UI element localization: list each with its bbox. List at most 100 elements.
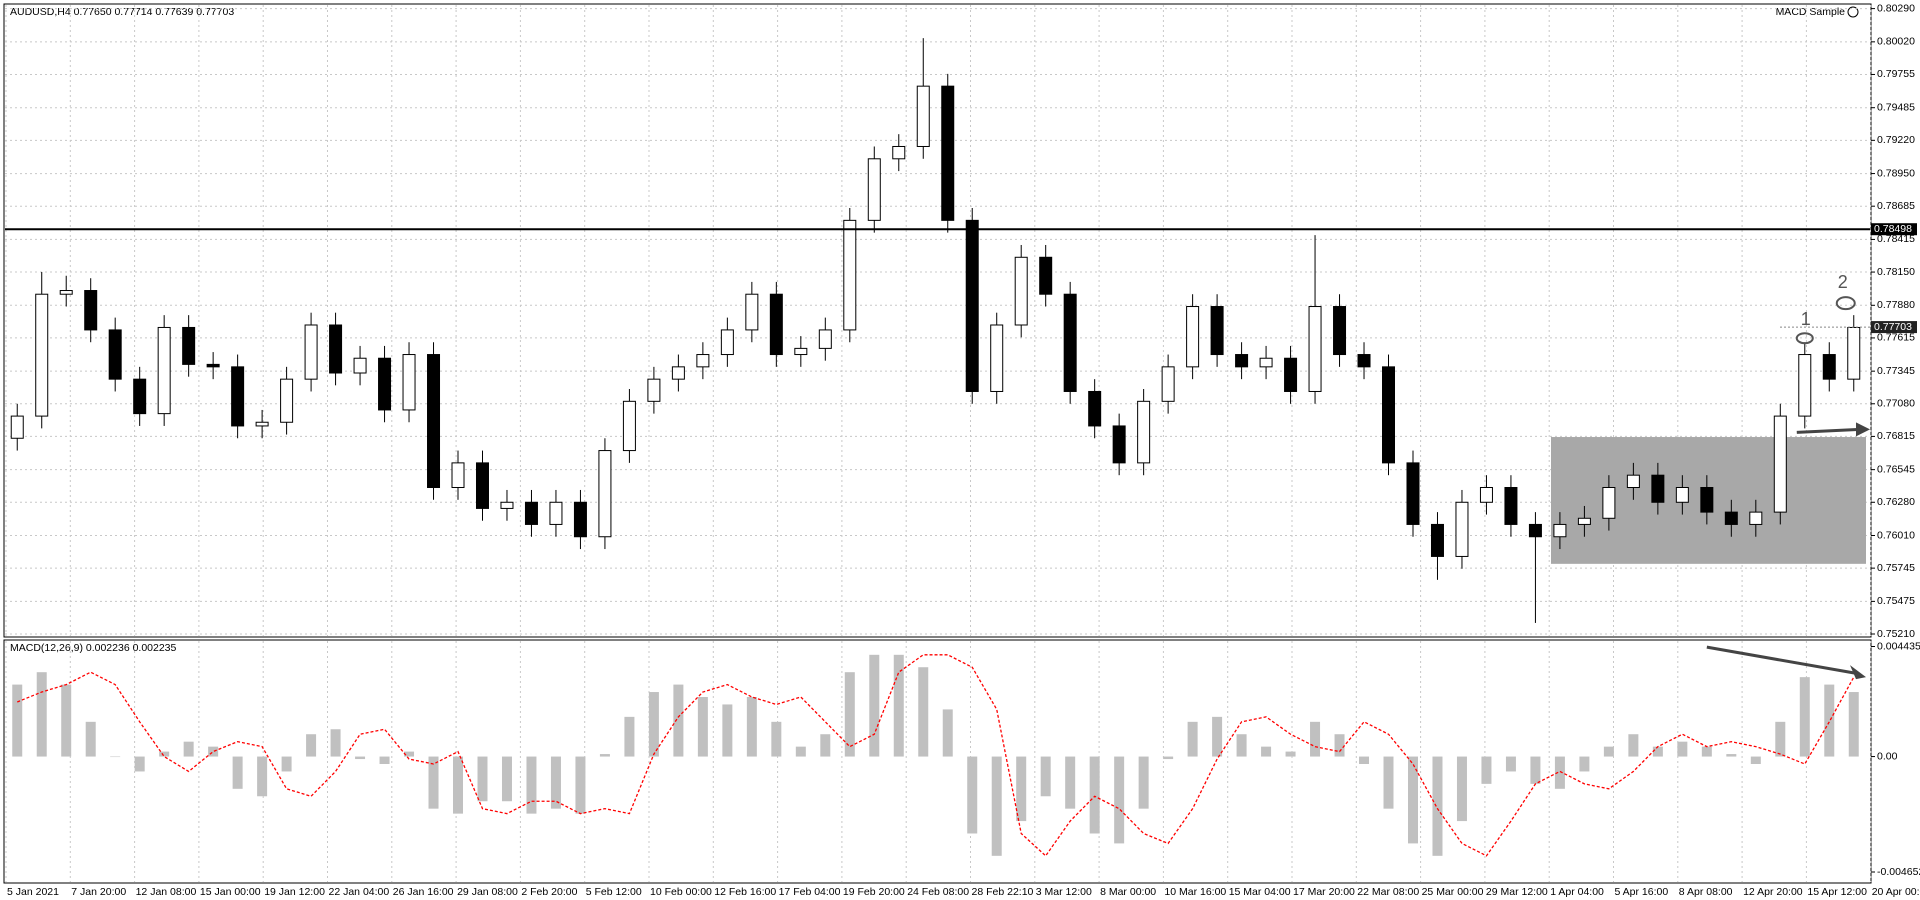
candle-body (378, 357, 392, 411)
candle-body (1773, 415, 1787, 513)
last-price-box (1871, 321, 1917, 334)
candle-body (745, 293, 759, 331)
candle-body (206, 363, 220, 368)
last-price-label: 0.77703 (1874, 321, 1912, 333)
macd-bar (1138, 756, 1149, 809)
macd-bar (1065, 756, 1076, 809)
candle-body (1651, 474, 1665, 503)
macd-bar (575, 756, 586, 814)
macd-bar (1432, 756, 1443, 856)
trend-arrow (1706, 645, 1856, 675)
price-label: 0.78150 (1877, 266, 1915, 278)
candle-body (1822, 354, 1836, 380)
candle-body (818, 329, 832, 349)
candle-body (304, 324, 318, 380)
candle-body (1479, 486, 1493, 503)
arrow-head (1856, 422, 1870, 437)
candle-body (1137, 400, 1151, 464)
time-label: 20 Apr 00:00 (1872, 886, 1920, 898)
candle-body (990, 324, 1004, 392)
macd-title: MACD(12,26,9) 0.002236 0.002235 (10, 642, 177, 654)
macd-bar (159, 751, 170, 757)
macd-bar (1481, 756, 1492, 784)
candle-body (1284, 357, 1298, 392)
price-label: 0.80290 (1877, 2, 1915, 14)
candle-body (916, 85, 930, 147)
candle-body (1259, 357, 1273, 368)
time-label: 24 Feb 08:00 (907, 886, 969, 898)
macd-bar (61, 684, 72, 757)
macd-bar (991, 756, 1002, 856)
macd-label: 0.004435 (1877, 640, 1920, 652)
candle-body (157, 326, 171, 415)
time-label: 22 Mar 08:00 (1357, 886, 1419, 898)
candle-body (720, 329, 734, 356)
candle-body (231, 366, 245, 427)
price-label: 0.77080 (1877, 398, 1915, 410)
time-label: 8 Mar 00:00 (1100, 886, 1156, 898)
expert-label: MACD Sample (1776, 6, 1846, 18)
candle-body (1675, 486, 1689, 503)
macd-bar (844, 672, 855, 757)
macd-bar (1187, 721, 1198, 757)
macd-bar (1603, 746, 1614, 757)
macd-bar (1775, 721, 1786, 757)
macd-bar (1334, 734, 1345, 757)
macd-bar (1383, 756, 1394, 809)
time-label: 15 Jan 00:00 (200, 886, 261, 898)
time-label: 10 Feb 00:00 (650, 886, 712, 898)
candle-body (1014, 256, 1028, 326)
time-label: 3 Mar 12:00 (1036, 886, 1092, 898)
candle-body (524, 501, 538, 525)
price-label: 0.80020 (1877, 36, 1915, 48)
candle-body (255, 421, 269, 427)
time-label: 15 Mar 04:00 (1229, 886, 1291, 898)
candle-body (1847, 326, 1861, 380)
macd-bar (134, 756, 145, 772)
macd-bar (428, 756, 439, 809)
candle-body (1112, 425, 1126, 464)
macd-bar (404, 751, 415, 757)
time-label: 5 Feb 12:00 (586, 886, 642, 898)
annotation-label: 2 (1838, 272, 1848, 292)
macd-bar (1824, 684, 1835, 757)
candle-body (867, 158, 881, 221)
candle-body (1308, 306, 1322, 392)
macd-bar (795, 746, 806, 757)
macd-bar (12, 684, 23, 757)
macd-bar (869, 654, 880, 757)
macd-bar (1505, 756, 1516, 772)
macd-label: 0.00 (1877, 750, 1898, 762)
candle-body (353, 357, 367, 374)
macd-bar (918, 667, 929, 757)
candle-body (1528, 523, 1542, 538)
candle-body (329, 324, 343, 374)
macd-bar (355, 756, 366, 760)
candle-body (1553, 523, 1567, 538)
time-label: 22 Jan 04:00 (329, 886, 390, 898)
time-label: 12 Feb 16:00 (714, 886, 776, 898)
candle-body (451, 462, 465, 488)
candle-body (427, 354, 441, 488)
time-label: 29 Mar 12:00 (1486, 886, 1548, 898)
candle-body (941, 85, 955, 221)
candle-body (475, 462, 489, 509)
price-label: 0.76815 (1877, 430, 1915, 442)
time-label: 12 Jan 08:00 (136, 886, 197, 898)
candle-body (133, 378, 147, 415)
price-label: 0.77345 (1877, 365, 1915, 377)
macd-bar (1236, 734, 1247, 757)
time-label: 8 Apr 08:00 (1679, 886, 1733, 898)
macd-bar (673, 684, 684, 757)
price-label: 0.75475 (1877, 595, 1915, 607)
level-label: 0.78498 (1874, 223, 1912, 235)
candle-body (1161, 366, 1175, 402)
candle-body (1039, 256, 1053, 295)
macd-bar (1652, 746, 1663, 757)
price-label: 0.77615 (1877, 332, 1915, 344)
time-label: 17 Feb 04:00 (779, 886, 841, 898)
price-label: 0.78415 (1877, 233, 1915, 245)
time-label: 15 Apr 12:00 (1807, 886, 1867, 898)
